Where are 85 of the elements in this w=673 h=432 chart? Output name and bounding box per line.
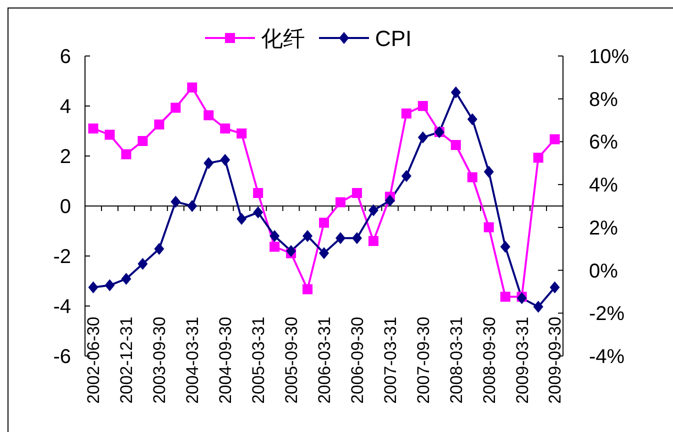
x-tick-label: 2003-09-30 [150,316,170,404]
point [187,82,198,92]
point [302,284,313,294]
point [154,242,164,255]
y-tick-label: -2 [53,246,71,268]
point [104,279,115,292]
y-tick-label: -4 [53,296,71,318]
y-tick-label: -6 [53,346,71,368]
x-tick-label: 2009-03-31 [512,316,532,404]
point [467,172,478,182]
y2-tick-label: 8% [589,88,618,111]
y2-tick-label: -2% [589,303,625,326]
x-tick-label: 2005-03-31 [249,316,268,404]
point [352,188,362,198]
point [302,230,313,242]
point [384,194,395,207]
point [335,197,346,208]
x-tick-label: 2008-09-30 [480,316,499,404]
point [270,242,280,252]
point [138,258,148,270]
x-tick-label: 2008-03-31 [446,316,466,404]
x-tick-label: 2006-03-31 [315,316,334,404]
point [121,149,132,160]
point [253,188,264,198]
point [467,113,478,126]
legend-label: CPI [375,26,412,51]
point [550,281,560,294]
x-tick-label: 2002-12-31 [117,316,136,404]
y-tick-label: 0 [60,196,71,218]
point [401,170,412,182]
point [220,124,230,134]
point [319,218,329,228]
point [236,212,247,225]
y2-tick-label: 0% [589,260,618,282]
point [170,102,181,113]
x-tick-label: 2006-09-30 [348,316,367,404]
legend-label: 化纤 [261,26,305,51]
point [187,200,198,212]
point [418,101,428,111]
point [418,131,428,144]
x-tick-label: 2004-09-30 [216,316,236,404]
point [500,240,510,253]
x-tick-label: 2005-09-30 [282,316,302,404]
point [88,281,98,294]
x-tick-label: 2009-09-30 [546,316,565,404]
point [286,245,296,257]
point [319,247,329,260]
point [550,134,560,144]
x-tick-label: 2002-06-30 [84,316,104,404]
point [401,108,412,118]
point [368,204,378,216]
point [368,236,378,246]
point [533,152,544,163]
point [220,154,230,166]
x-tick-label: 2007-09-30 [414,316,433,404]
point [154,120,164,130]
point [204,110,214,120]
x-tick-label: 2007-03-31 [380,316,400,404]
point [533,300,544,313]
x-tick-label: 2004-03-31 [183,316,202,404]
point [253,206,264,218]
y2-tick-label: 2% [589,217,618,240]
point [270,230,280,242]
y2-tick-label: 6% [589,132,618,154]
point [500,292,510,302]
point [484,222,494,232]
point [484,166,494,178]
y2-tick-label: -4% [589,346,625,368]
y-tick-label: 6 [60,46,71,68]
y-tick-label: 4 [60,96,71,118]
point [516,292,527,304]
point [138,136,148,146]
point [450,140,461,150]
y2-tick-label: 4% [589,174,618,197]
y-tick-label: 2 [60,146,71,168]
point [450,86,461,98]
point [170,196,181,208]
point [121,272,132,285]
point [236,128,247,138]
point [352,232,362,244]
point [88,124,98,134]
point [204,157,214,170]
point [335,232,346,244]
point [104,130,115,140]
y2-tick-label: 10% [589,46,630,68]
